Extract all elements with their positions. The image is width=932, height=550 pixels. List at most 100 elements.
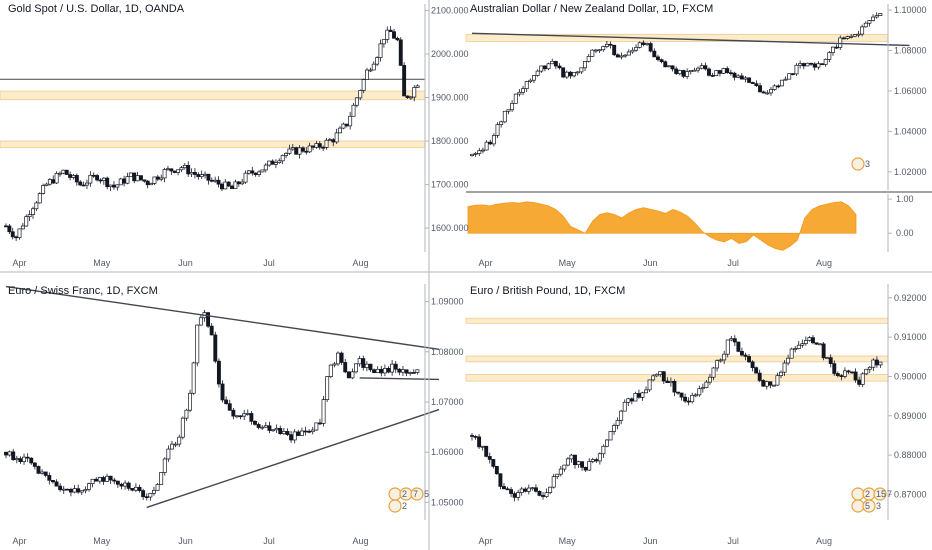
candle-body	[867, 366, 872, 370]
candle-body	[636, 393, 641, 398]
candle-body	[874, 359, 879, 366]
candle-body	[144, 496, 149, 499]
candle-body	[541, 495, 545, 497]
candle-body	[686, 400, 691, 403]
candle-body	[378, 43, 383, 58]
candle-body	[480, 445, 485, 448]
candle-body	[173, 443, 178, 446]
candle-body	[557, 65, 562, 69]
candle-body	[506, 109, 511, 112]
candle-body	[307, 430, 312, 433]
candle-body	[521, 88, 525, 93]
candle-body	[790, 73, 795, 75]
candle-body	[750, 82, 755, 84]
event-count-label: 7	[413, 489, 418, 499]
x-tick-label: Aug	[816, 258, 832, 268]
candle-body	[381, 39, 386, 45]
candle-body	[310, 429, 315, 433]
candle-body	[754, 83, 759, 87]
candle-body	[477, 436, 482, 448]
candle-body	[397, 368, 402, 373]
candle-body	[361, 79, 366, 91]
candle-body	[835, 373, 840, 376]
y-tick-label: 1.05000	[431, 497, 464, 507]
candle-body	[112, 479, 117, 482]
candle-body	[105, 475, 109, 482]
candle-body	[555, 473, 560, 478]
candle-body	[280, 155, 285, 162]
candle-body	[226, 181, 231, 187]
candle-body	[608, 43, 613, 46]
candle-body	[526, 487, 531, 492]
candle-body	[58, 485, 63, 491]
candle-body	[65, 488, 70, 491]
candle-body	[665, 380, 670, 384]
candle-body	[90, 478, 95, 484]
candle-body	[388, 29, 393, 33]
candle-body	[182, 165, 187, 169]
candle-body	[619, 410, 624, 421]
candle-body	[91, 174, 96, 177]
candle-body	[189, 172, 194, 175]
candle-body	[405, 95, 410, 98]
candle-body	[690, 394, 695, 403]
candle-body	[50, 479, 55, 483]
candle-body	[43, 471, 48, 476]
candle-body	[692, 69, 697, 72]
candle-body	[375, 368, 380, 373]
candle-body	[270, 160, 275, 165]
candle-body	[805, 62, 810, 67]
candle-body	[743, 354, 748, 357]
candle-body	[765, 92, 770, 95]
x-tick-label: Apr	[13, 536, 27, 546]
candle-body	[180, 417, 185, 438]
candle-body	[209, 325, 214, 336]
x-tick-label: Jun	[643, 536, 658, 546]
candle-body	[297, 147, 302, 155]
candle-body	[677, 70, 682, 74]
candle-body	[101, 477, 106, 482]
candle-body	[371, 63, 376, 71]
candle-body	[663, 61, 668, 68]
candle-body	[78, 181, 83, 186]
candle-body	[40, 471, 45, 474]
chart-title: Euro / Swiss Franc, 1D, FXCM	[8, 285, 158, 297]
candle-body	[27, 214, 32, 218]
candle-body	[786, 357, 791, 364]
candle-body	[112, 184, 116, 188]
candle-body	[358, 90, 363, 99]
candle-body	[728, 72, 733, 74]
candle-body	[213, 334, 218, 362]
candle-body	[722, 353, 727, 361]
candle-body	[608, 431, 613, 441]
candle-body	[743, 77, 748, 80]
candle-body	[47, 179, 52, 185]
candle-body	[393, 363, 398, 370]
candle-body	[11, 451, 16, 461]
candle-body	[484, 141, 489, 151]
candle-body	[623, 54, 628, 57]
y-tick-label: 1.10000	[894, 5, 927, 15]
candle-body	[235, 415, 239, 418]
candle-body	[119, 483, 124, 487]
candle-body	[654, 374, 659, 377]
candle-body	[336, 352, 340, 365]
candle-body	[509, 489, 514, 494]
candle-body	[303, 430, 308, 433]
candle-body	[523, 488, 528, 492]
candle-body	[626, 51, 631, 56]
candle-body	[368, 363, 373, 371]
x-tick-label: May	[559, 536, 577, 546]
candle-body	[779, 371, 783, 377]
candle-body	[361, 358, 366, 368]
y-tick-label: 1700.000	[431, 180, 469, 190]
candle-body	[338, 127, 342, 134]
event-count-label: 5	[865, 501, 870, 511]
candle-body	[828, 357, 833, 364]
candle-body	[321, 146, 326, 149]
candle-body	[539, 65, 544, 72]
candle-body	[7, 451, 12, 456]
trend-line	[146, 408, 440, 509]
candle-body	[4, 225, 8, 228]
candle-body	[233, 181, 238, 190]
